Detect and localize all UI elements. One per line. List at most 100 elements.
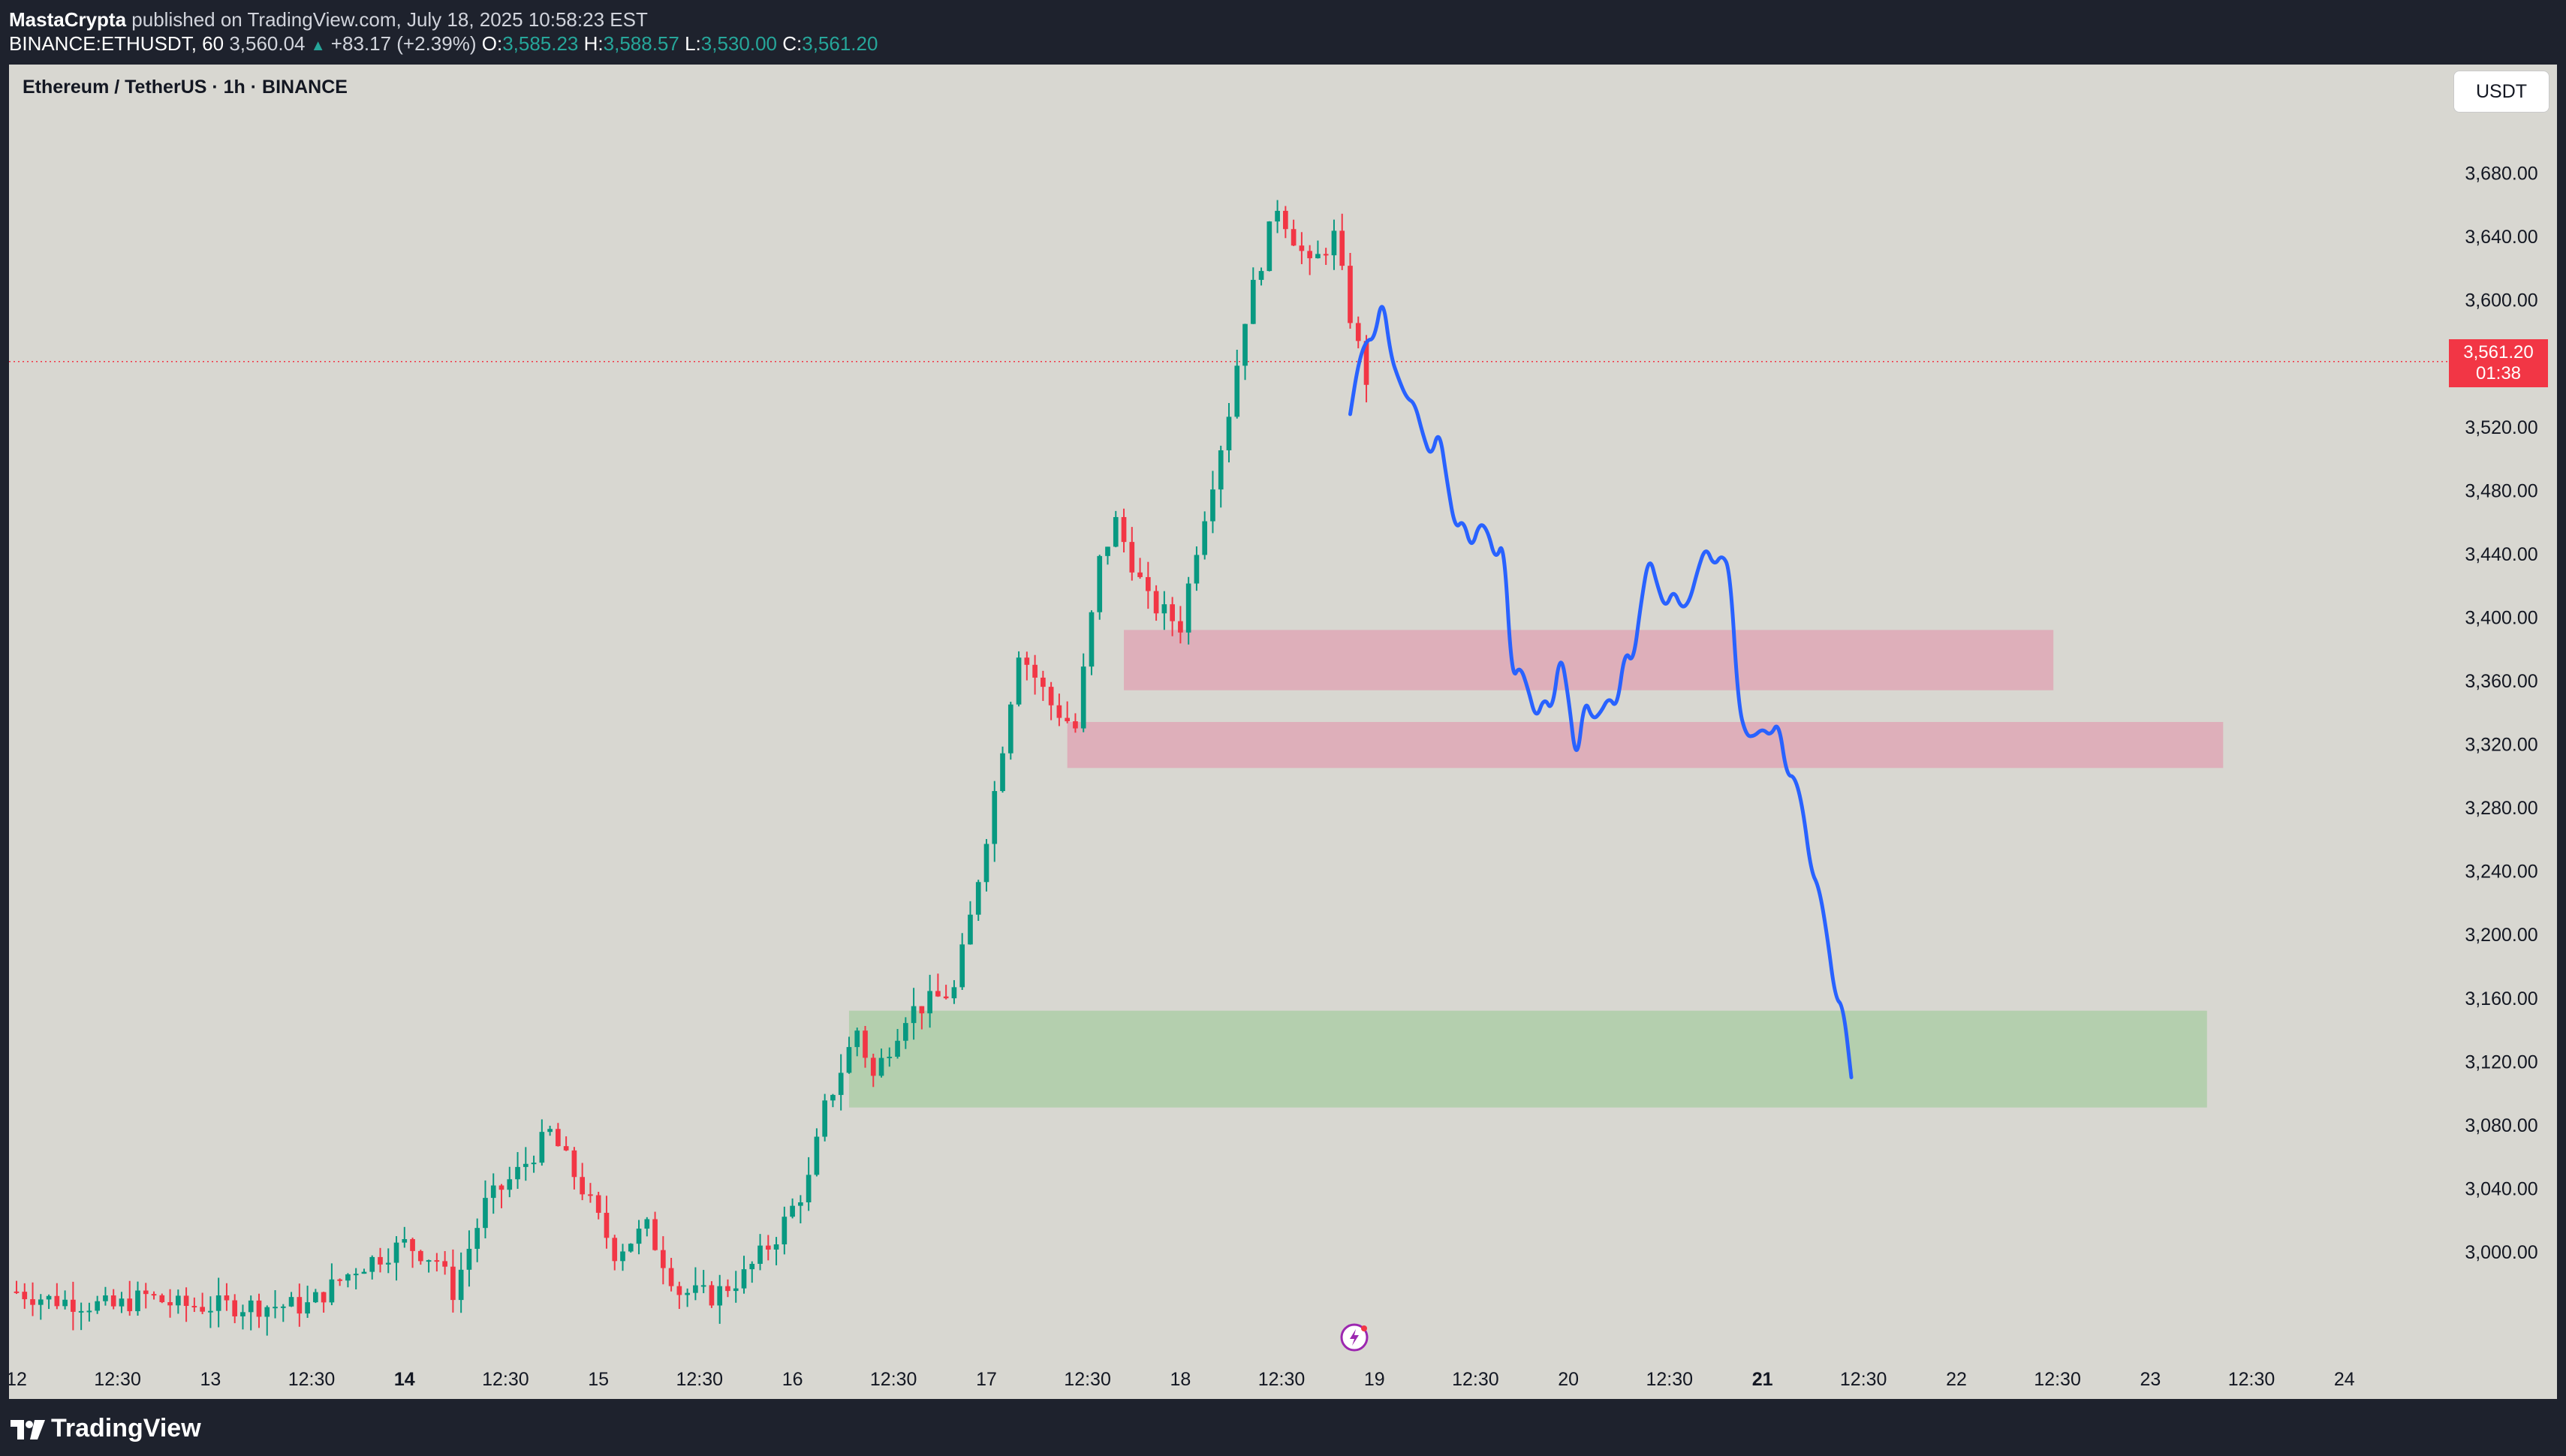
candle-body bbox=[895, 1040, 900, 1057]
candle bbox=[1210, 471, 1215, 534]
candle-body bbox=[38, 1299, 44, 1305]
candle-body bbox=[563, 1146, 569, 1151]
candle bbox=[1000, 746, 1005, 793]
candle-body bbox=[838, 1072, 844, 1095]
candle bbox=[782, 1206, 788, 1255]
candle bbox=[38, 1294, 44, 1320]
candle-body bbox=[127, 1298, 133, 1312]
y-tick-label: 3,600.00 bbox=[2465, 290, 2537, 311]
candle-body bbox=[273, 1307, 278, 1309]
candle bbox=[830, 1094, 836, 1108]
candle-body bbox=[280, 1306, 286, 1308]
candle-body bbox=[135, 1290, 140, 1312]
projection-line bbox=[1348, 305, 1854, 1079]
candle-body bbox=[191, 1306, 197, 1308]
open-value: 3,585.23 bbox=[502, 32, 579, 55]
candle bbox=[919, 1006, 925, 1030]
candle bbox=[119, 1292, 125, 1313]
candle bbox=[959, 933, 965, 990]
x-tick-label: 24 bbox=[2334, 1369, 2355, 1390]
candle bbox=[507, 1166, 513, 1198]
candle bbox=[1218, 445, 1224, 508]
candle-body bbox=[1032, 664, 1038, 678]
candle-body bbox=[935, 991, 941, 997]
candle bbox=[563, 1136, 569, 1151]
candle bbox=[951, 979, 957, 1004]
candle bbox=[798, 1195, 803, 1224]
candle-body bbox=[393, 1242, 399, 1263]
x-tick-label: 22 bbox=[1946, 1369, 1967, 1390]
candle-body bbox=[1218, 450, 1224, 490]
candle bbox=[135, 1281, 140, 1316]
candle-body bbox=[1056, 705, 1062, 718]
candle-body bbox=[1299, 245, 1305, 251]
candle-body bbox=[798, 1202, 803, 1206]
candle-body bbox=[321, 1292, 327, 1303]
candle bbox=[1113, 510, 1119, 548]
x-tick-label: 12:30 bbox=[1452, 1369, 1499, 1390]
candle-body bbox=[248, 1300, 254, 1313]
candle-body bbox=[676, 1286, 682, 1295]
candle-body bbox=[685, 1292, 690, 1295]
candle bbox=[854, 1027, 860, 1057]
candle-body bbox=[402, 1239, 408, 1243]
x-tick-label: 12:30 bbox=[870, 1369, 917, 1390]
candle-body bbox=[1024, 657, 1030, 665]
y-tick-label: 3,000.00 bbox=[2465, 1242, 2537, 1263]
candle-body bbox=[870, 1057, 876, 1076]
candle-body bbox=[14, 1291, 20, 1293]
tradingview-logo[interactable]: TradingView bbox=[11, 1412, 201, 1444]
candle bbox=[975, 880, 981, 921]
x-tick-label: 12:30 bbox=[1840, 1369, 1887, 1390]
candle bbox=[240, 1304, 245, 1330]
candle-body bbox=[733, 1288, 739, 1292]
candle bbox=[369, 1255, 375, 1280]
candle-body bbox=[159, 1295, 165, 1303]
candle-body bbox=[911, 1006, 917, 1024]
candle bbox=[943, 985, 949, 1000]
candle bbox=[1153, 585, 1159, 621]
candle-body bbox=[1202, 521, 1208, 555]
x-tick-label: 12:30 bbox=[1064, 1369, 1111, 1390]
candle bbox=[846, 1036, 852, 1074]
y-tick-label: 3,120.00 bbox=[2465, 1051, 2537, 1072]
candle-body bbox=[434, 1260, 440, 1262]
candle-body bbox=[1234, 366, 1240, 417]
candle-body bbox=[264, 1307, 270, 1317]
candle-body bbox=[644, 1219, 650, 1229]
candle-body bbox=[1089, 612, 1095, 667]
candle-body bbox=[110, 1295, 116, 1307]
candle-body bbox=[450, 1266, 456, 1301]
current-price-label: 3,561.20 bbox=[2463, 342, 2534, 362]
candle bbox=[1234, 349, 1240, 419]
candle bbox=[1024, 651, 1030, 681]
currency-button[interactable]: USDT bbox=[2453, 71, 2549, 113]
author-name[interactable]: MastaCrypta bbox=[9, 8, 127, 31]
candle-body bbox=[943, 996, 949, 999]
y-tick-label: 3,160.00 bbox=[2465, 988, 2537, 1009]
price-chart[interactable]: 3,000.00 3,040.00 3,080.00 3,120.00 3,160.00… bbox=[9, 65, 2557, 1399]
candle-body bbox=[693, 1285, 698, 1293]
candle bbox=[86, 1302, 92, 1322]
support-zone-2 bbox=[848, 1010, 2207, 1108]
candle-body bbox=[410, 1239, 415, 1251]
candle-body bbox=[1185, 583, 1191, 633]
candle bbox=[78, 1302, 84, 1331]
candle bbox=[1032, 654, 1038, 695]
candle-body bbox=[830, 1094, 836, 1101]
candle-body bbox=[660, 1250, 666, 1268]
candle-body bbox=[863, 1030, 868, 1058]
lightning-icon[interactable] bbox=[1339, 1322, 1369, 1352]
candle-body bbox=[1339, 230, 1345, 266]
y-tick-label: 3,320.00 bbox=[2465, 735, 2537, 756]
resistance-zone-1 bbox=[1067, 721, 2224, 769]
x-tick-label: 19 bbox=[1364, 1369, 1385, 1390]
bar-countdown: 01:38 bbox=[2475, 363, 2522, 384]
candle-body bbox=[329, 1279, 335, 1303]
candle bbox=[547, 1125, 553, 1136]
candle-body bbox=[1331, 230, 1337, 256]
candle bbox=[652, 1211, 658, 1251]
y-tick-label: 3,440.00 bbox=[2465, 544, 2537, 565]
candle bbox=[983, 838, 989, 892]
candle bbox=[110, 1289, 116, 1310]
